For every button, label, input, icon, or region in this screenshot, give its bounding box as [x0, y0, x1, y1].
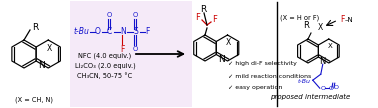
Text: O: O: [132, 12, 138, 18]
Text: O: O: [95, 28, 101, 37]
Text: X: X: [226, 38, 231, 47]
Text: O: O: [334, 85, 339, 90]
Text: R: R: [32, 22, 38, 32]
Text: R: R: [303, 21, 309, 29]
Text: (X = CH, N): (X = CH, N): [15, 97, 53, 103]
Text: F: F: [212, 16, 217, 25]
Text: O: O: [132, 46, 138, 52]
Text: N: N: [38, 61, 45, 70]
Text: NFC (4.0 equiv.): NFC (4.0 equiv.): [78, 53, 132, 59]
Text: proposed intermediate: proposed intermediate: [270, 94, 350, 100]
Text: O: O: [321, 86, 326, 91]
Text: Li₂CO₃ (2.0 equiv.): Li₂CO₃ (2.0 equiv.): [74, 63, 135, 69]
Text: X: X: [327, 43, 332, 49]
Text: O: O: [106, 12, 112, 18]
Text: X: X: [46, 44, 52, 53]
Text: R: R: [200, 5, 206, 14]
Text: C: C: [329, 86, 333, 91]
Text: F: F: [120, 44, 124, 53]
Text: t-Bu: t-Bu: [298, 79, 311, 84]
Text: N: N: [218, 55, 225, 64]
Text: ✓ easy operation: ✓ easy operation: [228, 86, 282, 91]
Text: N: N: [319, 57, 326, 66]
Text: t-Bu: t-Bu: [74, 28, 90, 37]
Text: N: N: [120, 28, 126, 37]
Text: ✓ high di-F selectivity: ✓ high di-F selectivity: [228, 61, 297, 67]
Text: ✓ mild reaction conditions: ✓ mild reaction conditions: [228, 74, 311, 79]
Text: –N: –N: [345, 17, 354, 23]
Text: C: C: [107, 28, 112, 37]
Text: X: X: [318, 22, 323, 32]
Text: S: S: [133, 28, 138, 37]
Text: CH₃CN, 50-75 °C: CH₃CN, 50-75 °C: [77, 73, 133, 79]
Text: (X = H or F): (X = H or F): [280, 15, 319, 21]
Text: F: F: [195, 13, 200, 21]
Bar: [70, 1, 192, 107]
Text: F: F: [145, 28, 149, 37]
Text: F: F: [340, 16, 344, 25]
